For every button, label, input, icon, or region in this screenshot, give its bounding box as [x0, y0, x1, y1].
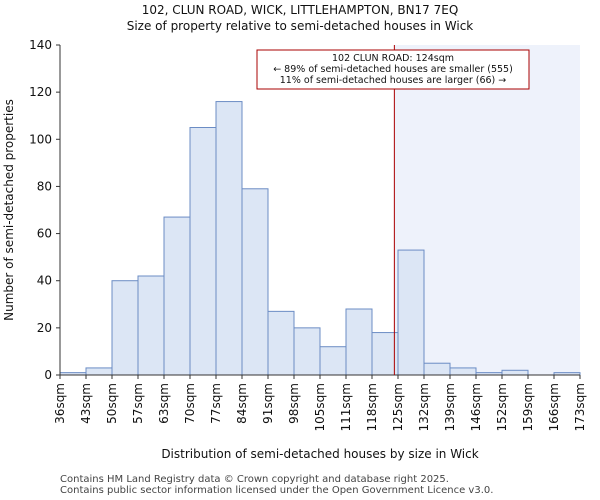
histogram-bar [189, 127, 217, 376]
y-tick-label: 100 [29, 132, 52, 146]
x-tick-label: 118sqm [365, 383, 379, 431]
x-tick-label: 159sqm [521, 383, 535, 431]
y-axis-label: Number of semi-detached properties [2, 99, 16, 321]
histogram-bar [319, 346, 347, 376]
histogram-bar [267, 310, 295, 376]
annotation-box [256, 49, 530, 90]
histogram-bar [423, 362, 451, 376]
x-tick-label: 125sqm [391, 383, 405, 431]
y-tick-label: 80 [37, 179, 52, 193]
x-tick-label: 105sqm [313, 383, 327, 431]
x-tick-label: 50sqm [105, 383, 119, 424]
x-tick-label: 91sqm [261, 383, 275, 424]
histogram-bar [85, 367, 113, 376]
x-tick-label: 57sqm [131, 383, 145, 424]
x-tick-label: 146sqm [469, 383, 483, 431]
histogram-bar [501, 369, 529, 376]
x-tick-label: 84sqm [235, 383, 249, 424]
y-tick-label: 60 [37, 227, 52, 241]
footer-line-1: Contains HM Land Registry data © Crown c… [60, 474, 449, 485]
histogram-bar [137, 275, 165, 376]
x-tick-label: 98sqm [287, 383, 301, 424]
x-tick-label: 152sqm [495, 383, 509, 431]
x-axis-label: Distribution of semi-detached houses by … [161, 447, 478, 461]
footer-line-2: Contains public sector information licen… [60, 485, 494, 496]
chart-subtitle: Size of property relative to semi-detach… [126, 19, 474, 33]
x-tick-label: 132sqm [417, 383, 431, 431]
y-tick-label: 120 [29, 85, 52, 99]
x-tick-label: 43sqm [79, 383, 93, 424]
x-tick-label: 70sqm [183, 383, 197, 424]
y-tick-label: 0 [44, 368, 52, 382]
x-tick-label: 166sqm [547, 383, 561, 431]
larger-region-shade [394, 45, 580, 375]
histogram-bar [163, 216, 191, 376]
y-tick-label: 140 [29, 38, 52, 52]
histogram-bar [241, 188, 269, 376]
annotation-line-3: 11% of semi-detached houses are larger (… [280, 75, 507, 86]
y-tick-label: 20 [37, 321, 52, 335]
histogram-bar [111, 280, 139, 376]
x-tick-label: 63sqm [157, 383, 171, 424]
x-tick-label: 36sqm [53, 383, 67, 424]
chart-title: 102, CLUN ROAD, WICK, LITTLEHAMPTON, BN1… [141, 3, 459, 17]
y-tick-label: 40 [37, 274, 52, 288]
annotation-line-2: ← 89% of semi-detached houses are smalle… [273, 64, 513, 75]
histogram-bar [215, 101, 243, 376]
annotation-line-1: 102 CLUN ROAD: 124sqm [332, 53, 454, 64]
histogram-bar [449, 367, 477, 376]
histogram-bar [345, 308, 373, 376]
x-tick-label: 111sqm [339, 383, 353, 431]
x-tick-label: 173sqm [573, 383, 587, 431]
x-tick-label: 77sqm [209, 383, 223, 424]
histogram-bar [397, 249, 425, 376]
histogram-bar [371, 332, 399, 376]
x-tick-label: 139sqm [443, 383, 457, 431]
histogram-bar [293, 327, 321, 376]
